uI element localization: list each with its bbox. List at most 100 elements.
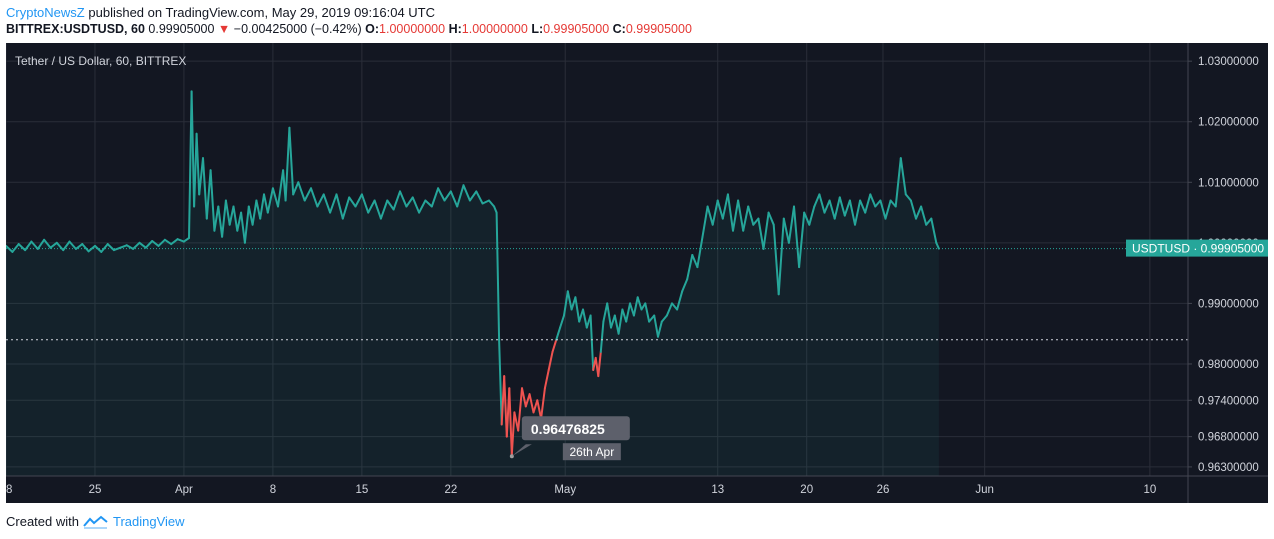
price-segment (648, 314, 656, 323)
price-segment (904, 193, 912, 202)
price-segment (251, 199, 258, 226)
symbol-info: BITTREX:USDTUSD, 60 0.99905000 ▼ −0.0042… (6, 22, 692, 36)
price-segment (176, 238, 185, 243)
price-segment (547, 350, 554, 371)
y-tick-label: 0.96300000 (1198, 462, 1259, 474)
price-segment (247, 205, 254, 226)
price-segment (405, 196, 414, 208)
price-segment (935, 241, 940, 250)
price-segment (437, 187, 446, 202)
price-segment (602, 302, 609, 323)
price-segment (701, 205, 709, 238)
price-segment (920, 205, 928, 226)
price-segment (138, 241, 147, 249)
price-segment (909, 199, 917, 220)
footer: Created with TradingView (6, 514, 185, 529)
price-segment (341, 196, 351, 220)
price-segment (772, 223, 780, 296)
x-tick-label: 8 (270, 484, 276, 496)
price-segment (828, 199, 836, 220)
price-segment (930, 217, 938, 244)
price-segment (30, 240, 39, 250)
price-area-fill (6, 91, 939, 477)
price-segment (11, 243, 20, 253)
x-tick-label: 26 (877, 484, 890, 496)
price-segment (354, 193, 363, 208)
price-lines (5, 90, 940, 456)
price-segment (68, 240, 77, 250)
price-segment (874, 199, 882, 208)
close-value: 0.99905000 (625, 22, 692, 36)
price-segment (613, 314, 620, 335)
price-segment (793, 205, 801, 269)
price-segment (462, 184, 471, 202)
price-segment (543, 369, 550, 390)
price-segment (808, 205, 816, 226)
price-segment (288, 126, 295, 196)
price-segment (335, 193, 344, 220)
published-text: published on TradingView.com, May 29, 20… (88, 5, 436, 20)
price-segment (322, 193, 332, 214)
chart-area[interactable]: 1.030000001.020000001.010000001.00000000… (0, 43, 1268, 503)
price-segment (49, 241, 58, 249)
price-segment (24, 240, 33, 252)
price-segment (292, 181, 300, 196)
price-segment (221, 199, 227, 238)
price-segment (195, 132, 201, 196)
low-label: L: (531, 22, 544, 36)
price-segment (74, 243, 84, 250)
price-segment (379, 199, 389, 220)
price-segment (424, 199, 433, 208)
price-segment (373, 199, 382, 220)
price-chart[interactable]: 1.030000001.020000001.010000001.00000000… (0, 43, 1268, 503)
x-tick-label: 20 (800, 484, 813, 496)
price-segment (625, 302, 631, 323)
price-segment (521, 387, 527, 408)
price-segment (899, 157, 907, 196)
price-segment (767, 211, 775, 226)
price-segment (813, 193, 821, 208)
price-segment (848, 199, 856, 226)
callout-box (521, 416, 630, 441)
price-segment (151, 240, 160, 247)
x-tick-label: 10 (1143, 484, 1156, 496)
price-segment (925, 217, 933, 226)
price-segment (310, 187, 319, 208)
created-with-text: Created with (6, 514, 79, 529)
price-segment (475, 190, 484, 205)
price-segment (589, 314, 595, 371)
price-segment (106, 243, 115, 252)
price-segment (660, 314, 668, 323)
price-segment (493, 205, 498, 214)
date-box (562, 443, 621, 461)
author-link[interactable]: CryptoNewsZ (6, 5, 85, 20)
price-segment (190, 90, 196, 208)
price-segment (449, 190, 459, 208)
price-segment (621, 308, 628, 323)
price-segment (803, 211, 811, 226)
price-segment (62, 240, 71, 252)
price-segment (284, 126, 291, 202)
price-segment (411, 196, 421, 214)
price-segment (632, 296, 639, 317)
price-segment (510, 411, 516, 456)
low-value: 0.99905000 (543, 22, 610, 36)
price-segment (752, 217, 760, 226)
price-segment (17, 243, 27, 252)
price-segment (232, 205, 239, 232)
price-segment (271, 187, 279, 208)
price-segment (691, 254, 699, 269)
price-segment (468, 190, 478, 202)
price-change: −0.00425000 (−0.42%) (233, 22, 362, 36)
price-segment (566, 290, 573, 311)
price-segment (119, 244, 128, 249)
price-segment (228, 205, 235, 226)
price-segment (182, 237, 190, 243)
price-segment (418, 199, 427, 214)
x-tick-label: May (554, 484, 576, 496)
y-tick-label: 1.01000000 (1198, 177, 1259, 189)
x-tick-label: 13 (711, 484, 724, 496)
high-label: H: (448, 22, 462, 36)
tradingview-link[interactable]: TradingView (112, 514, 185, 529)
price-segment (243, 205, 250, 244)
